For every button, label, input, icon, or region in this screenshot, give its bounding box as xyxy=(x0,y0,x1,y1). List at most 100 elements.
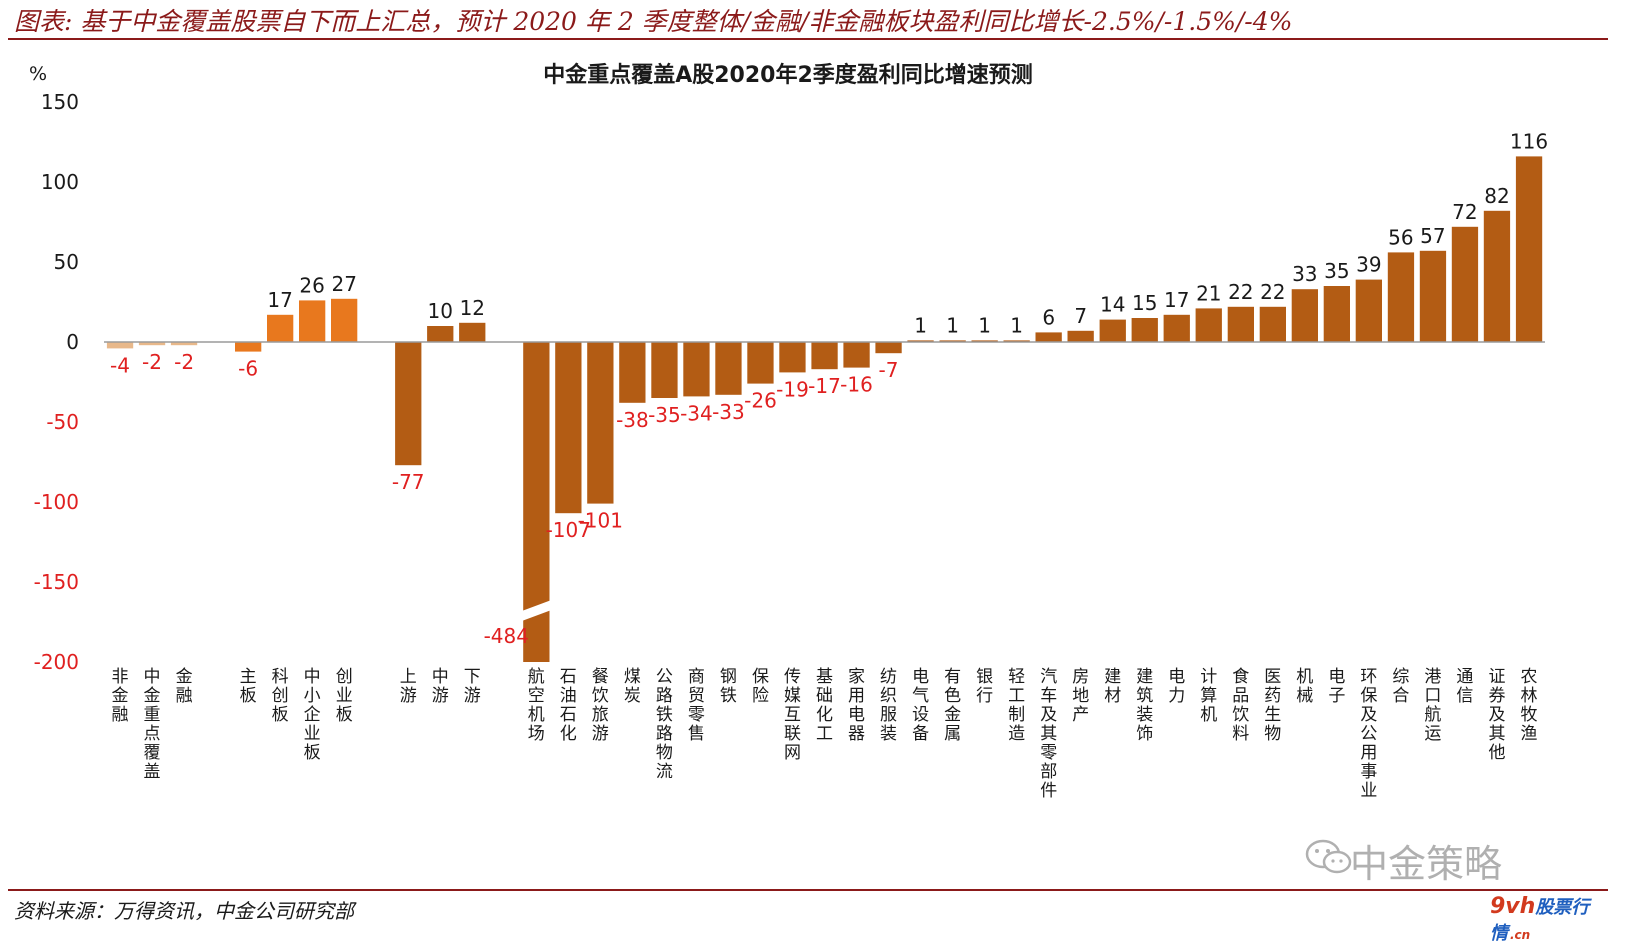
data-label: -19 xyxy=(776,377,809,401)
bar xyxy=(1259,306,1286,342)
x-tick-label: 航空机场 xyxy=(528,667,545,744)
x-tick-label: 家用电器 xyxy=(848,667,865,744)
data-label: -35 xyxy=(648,403,681,427)
y-tick-label: -50 xyxy=(46,410,79,434)
bar xyxy=(1227,306,1254,342)
data-label: -101 xyxy=(578,509,623,533)
x-tick-label: 中游 xyxy=(432,667,449,706)
data-label: -34 xyxy=(680,401,713,425)
bar xyxy=(683,342,710,397)
x-tick-label: 传媒互联网 xyxy=(784,667,801,763)
data-label: 14 xyxy=(1100,293,1125,317)
x-tick-label: 建材 xyxy=(1104,667,1121,706)
bar-chart: 中金重点覆盖A股2020年2季度盈利同比增速预测% 150 100 50 0 -50 -10… xyxy=(29,62,1548,801)
bar xyxy=(907,340,934,342)
data-label: 72 xyxy=(1452,200,1477,224)
data-label: 35 xyxy=(1324,259,1349,283)
x-tick-label: 计算机 xyxy=(1200,667,1217,725)
axis-break-marker xyxy=(520,599,553,622)
y-tick-label: -100 xyxy=(34,490,79,514)
bar xyxy=(1451,226,1479,342)
x-tick-label: 保险 xyxy=(752,667,769,706)
footer-divider xyxy=(8,889,1608,891)
data-label: -6 xyxy=(238,357,258,381)
bar xyxy=(1003,340,1030,342)
bar xyxy=(299,300,326,342)
data-label: 1 xyxy=(914,313,927,337)
bar xyxy=(715,342,742,395)
data-label: 39 xyxy=(1356,253,1381,277)
x-tick-label: 石油石化 xyxy=(560,667,577,744)
bar xyxy=(1131,318,1158,342)
x-tick-label: 农林牧渔 xyxy=(1521,667,1538,744)
bar xyxy=(267,314,294,342)
data-label: 22 xyxy=(1260,280,1285,304)
bar xyxy=(875,342,902,354)
bar xyxy=(939,340,966,342)
bar xyxy=(1387,252,1415,342)
x-tick-label: 纺织服装 xyxy=(880,667,897,744)
data-label: 116 xyxy=(1510,129,1548,153)
data-label: 33 xyxy=(1292,262,1317,286)
x-tick-label: 环保及公用事业 xyxy=(1360,667,1377,801)
x-tick-label: 通信 xyxy=(1456,667,1473,706)
data-label: 27 xyxy=(331,272,356,296)
data-label: 7 xyxy=(1074,304,1087,328)
x-tick-label: 轻工制造 xyxy=(1008,667,1025,744)
x-tick-label: 科创板 xyxy=(272,667,289,725)
bar xyxy=(843,342,870,368)
data-label: -7 xyxy=(879,358,899,382)
x-tick-label: 上游 xyxy=(400,667,417,706)
data-label: 82 xyxy=(1484,184,1509,208)
wechat-icon xyxy=(1305,839,1352,874)
x-tick-label: 食品饮料 xyxy=(1232,667,1249,744)
bar xyxy=(619,342,646,403)
source-note: 资料来源：万得资讯，中金公司研究部 xyxy=(14,899,354,923)
x-tick-label: 机械 xyxy=(1296,667,1313,706)
data-label: -17 xyxy=(808,374,841,398)
data-label: -484 xyxy=(484,624,529,648)
x-tick-label: 中金重点覆盖 xyxy=(144,667,161,782)
bar xyxy=(555,342,582,514)
data-label: 6 xyxy=(1042,305,1055,329)
data-label: 56 xyxy=(1388,225,1413,249)
x-tick-label: 煤炭 xyxy=(624,667,641,706)
figure-caption: 图表: 基于中金覆盖股票自下而上汇总，预计 2020 年 2 季度整体/金融/非… xyxy=(14,7,1293,36)
bar xyxy=(1195,308,1222,342)
x-tick-label: 港口航运 xyxy=(1424,667,1441,744)
data-label: 12 xyxy=(460,296,485,320)
data-label: 1 xyxy=(946,313,959,337)
x-tick-label: 主板 xyxy=(240,667,257,706)
bar xyxy=(1099,319,1126,342)
x-tick-label: 金融 xyxy=(176,667,193,706)
bar xyxy=(1515,156,1543,342)
x-tick-label: 汽车及其零部件 xyxy=(1040,667,1057,801)
x-tick-label: 有色金属 xyxy=(944,667,961,744)
data-label: 22 xyxy=(1228,280,1253,304)
data-label: -38 xyxy=(616,408,649,432)
data-label: 1 xyxy=(1010,313,1023,337)
bar xyxy=(395,342,422,466)
bar xyxy=(1067,330,1094,342)
data-label: 15 xyxy=(1132,291,1157,315)
x-tick-label: 商贸零售 xyxy=(688,667,705,744)
y-tick-label: -200 xyxy=(34,650,79,674)
bar xyxy=(1355,279,1382,342)
site-cn: .cn xyxy=(1510,928,1531,942)
x-tick-label: 医药生物 xyxy=(1264,667,1281,744)
bar xyxy=(427,326,454,342)
data-label: -16 xyxy=(840,373,873,397)
header-divider xyxy=(8,38,1608,40)
x-tick-label: 下游 xyxy=(464,667,481,706)
data-label: 17 xyxy=(267,288,292,312)
bar xyxy=(331,298,358,342)
x-tick-label: 电子 xyxy=(1328,667,1345,706)
y-tick-label: 50 xyxy=(54,250,79,274)
data-label: -107 xyxy=(546,518,591,542)
data-label: 17 xyxy=(1164,288,1189,312)
x-tick-label: 钢铁 xyxy=(720,667,737,706)
bar xyxy=(1419,250,1447,342)
y-tick-label: 100 xyxy=(41,170,79,194)
chart-title: 中金重点覆盖A股2020年2季度盈利同比增速预测 xyxy=(543,62,1033,88)
bar xyxy=(106,342,134,349)
